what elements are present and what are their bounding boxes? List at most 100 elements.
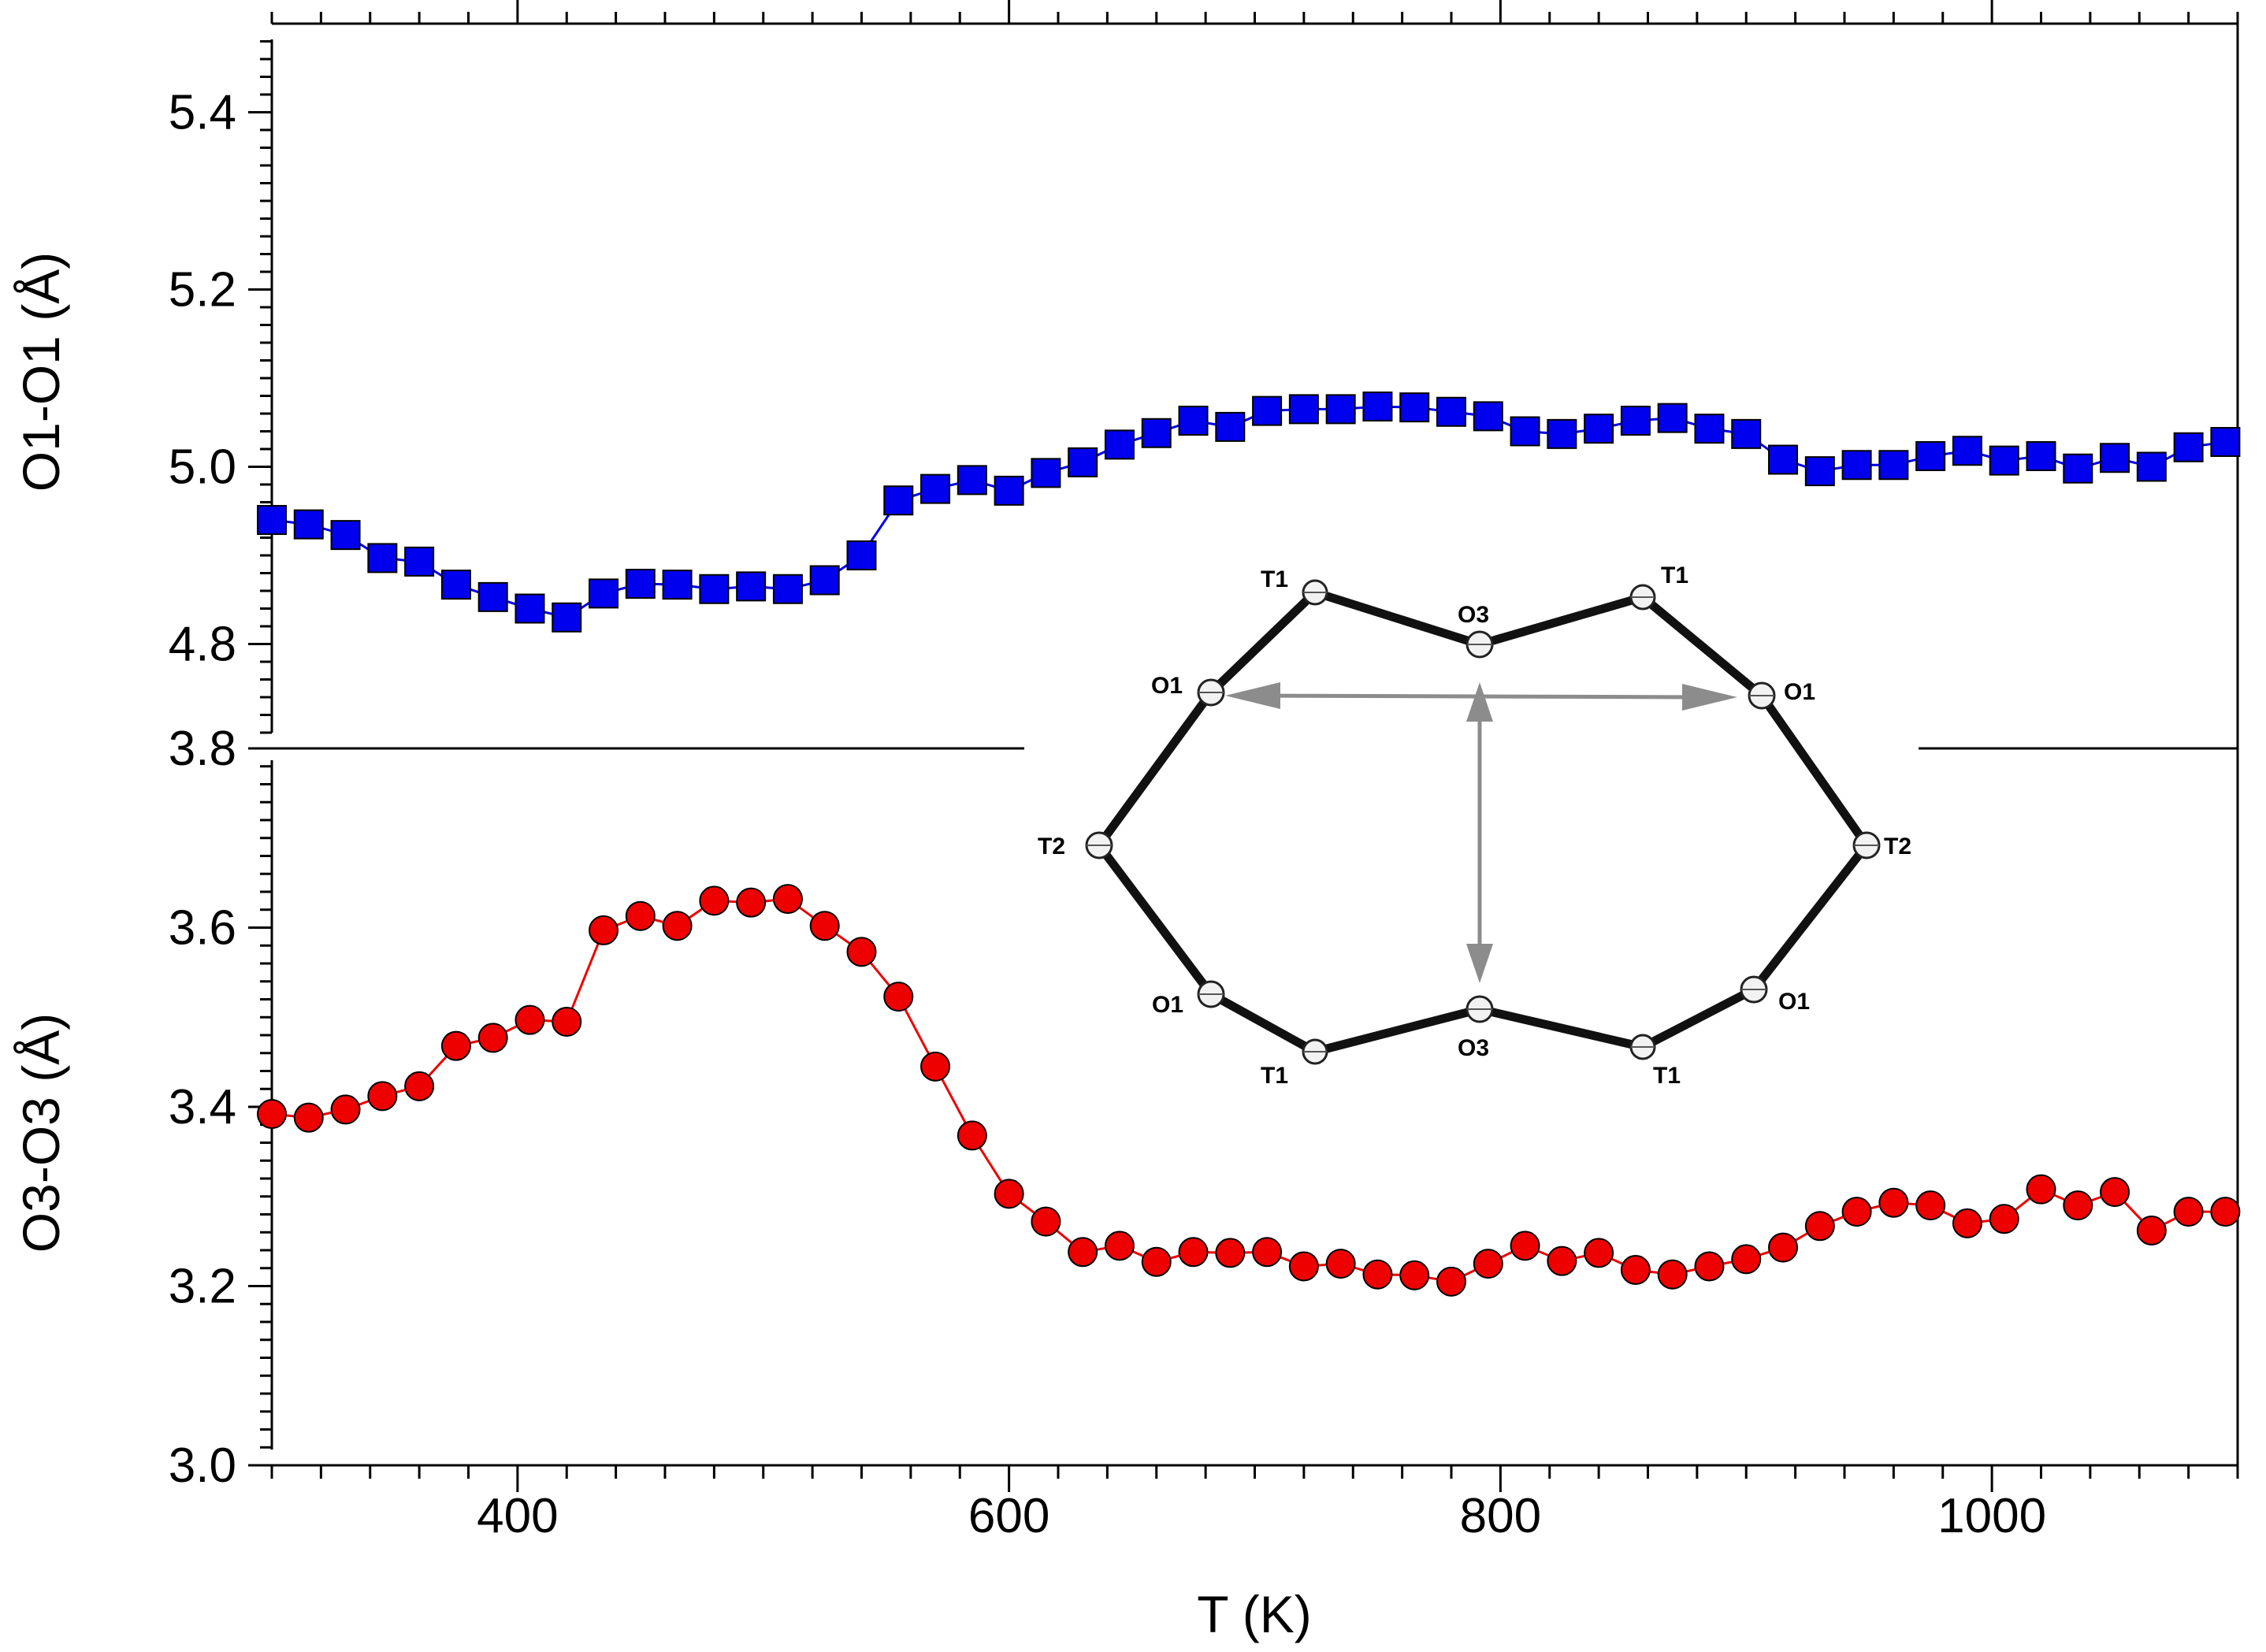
data-point [772,574,803,604]
y-tick-label: 5.2 [169,263,236,317]
atom-label-t1: T1 [1653,1063,1681,1089]
x-tick-label: 600 [968,1489,1049,1543]
data-point [1547,1245,1577,1276]
y-tick-label: 5.4 [169,86,236,140]
data-point [1768,1232,1799,1263]
data-point [1473,401,1503,432]
data-point [1694,1251,1725,1282]
atom-label-t2: T2 [1884,833,1911,859]
y-tick-label: 5.0 [169,440,236,495]
data-point [1657,1259,1688,1290]
data-point [514,1004,545,1035]
y-tick-label: 3.6 [169,901,236,956]
data-point [736,571,767,602]
arrowhead-up [1466,682,1493,722]
data-point [994,475,1024,506]
y-axis-label-bottom: O3-O3 (Å) [12,1013,70,1253]
data-point [440,570,471,600]
y-tick-label: 3.8 [169,722,236,776]
atom-cross-hatching [1087,592,1879,1052]
data-point [736,887,767,918]
atom-label-t1: T1 [1261,1063,1288,1089]
data-point [330,520,361,551]
y-axis-label-top: O1-O1 (Å) [12,252,70,492]
data-point [477,581,508,612]
data-point [1915,1190,1946,1221]
atom-label-o1: O1 [1784,679,1815,705]
data-point [2100,1177,2130,1208]
data-point [625,569,656,599]
data-point [662,570,693,600]
data-point [2026,441,2056,471]
data-point [552,602,582,633]
data-point [2136,451,2167,482]
data-point [1878,450,1909,481]
data-point [367,1081,398,1112]
atom-label-o1: O1 [1778,989,1810,1015]
data-point [2026,1174,2056,1205]
data-point [1731,418,1762,449]
data-point [1694,414,1725,444]
y-tick-label: 4.8 [169,618,236,672]
data-point [1804,1211,1835,1242]
y-tick-label: 3.2 [169,1260,236,1314]
atom-label-o3: O3 [1458,602,1489,628]
atom-label-o1: O1 [1151,673,1183,699]
data-point [1768,444,1799,475]
data-point [1584,414,1614,444]
data-point [293,1102,324,1133]
data-point [699,574,730,604]
data-point [367,543,398,574]
data-point [1989,1204,2019,1234]
data-point [589,578,619,609]
data-point [404,1071,435,1101]
data-point [1841,450,1872,481]
structure-inset: T1 O3 T1 O1 O1 T2 T2 O1 O1 T1 O3 T1 [1024,544,1919,1134]
atom-label-o1: O1 [1152,992,1183,1018]
data-point [477,1023,508,1053]
x-tick-label: 400 [477,1489,558,1543]
o1-o1-series [257,392,2241,633]
data-point [2100,443,2130,473]
data-point [1252,1237,1283,1268]
data-point [2063,453,2093,484]
data-point [330,1094,361,1125]
data-point [1436,1266,1466,1297]
data-point [2173,1197,2204,1227]
arrowhead-right [1682,684,1737,711]
data-point [2210,1197,2241,1227]
data-point [1104,429,1135,460]
x-tick-label: 800 [1460,1489,1541,1543]
distance-arrows [1225,682,1737,983]
data-point [1288,1251,1319,1282]
data-point [1215,411,1246,442]
data-point [1068,1237,1098,1268]
atom-label-t1: T1 [1661,562,1688,588]
o3-o3-series [257,884,2241,1297]
atom-label-o3: O3 [1458,1035,1489,1061]
data-point [1104,1231,1135,1261]
data-point [883,485,914,516]
data-point [1325,1249,1356,1279]
data-point [1584,1238,1614,1268]
y-tick-label: 3.0 [169,1439,236,1493]
data-point [514,593,545,624]
data-point [2173,432,2204,462]
data-point [1399,392,1430,423]
data-point [883,982,914,1012]
data-point [1473,1249,1503,1279]
atom-labels: T1 O3 T1 O1 O1 T2 T2 O1 O1 T1 O3 T1 [1038,562,1911,1089]
data-point [1178,406,1209,436]
data-point [257,505,287,535]
data-point [257,1099,287,1130]
data-point [1215,1238,1246,1268]
data-point [1325,394,1356,425]
data-point [1252,395,1283,426]
data-point [957,1120,987,1151]
data-point [957,465,987,496]
data-point [1362,1259,1393,1290]
data-point [1620,406,1651,436]
data-point [809,911,840,941]
data-point [1436,396,1466,427]
